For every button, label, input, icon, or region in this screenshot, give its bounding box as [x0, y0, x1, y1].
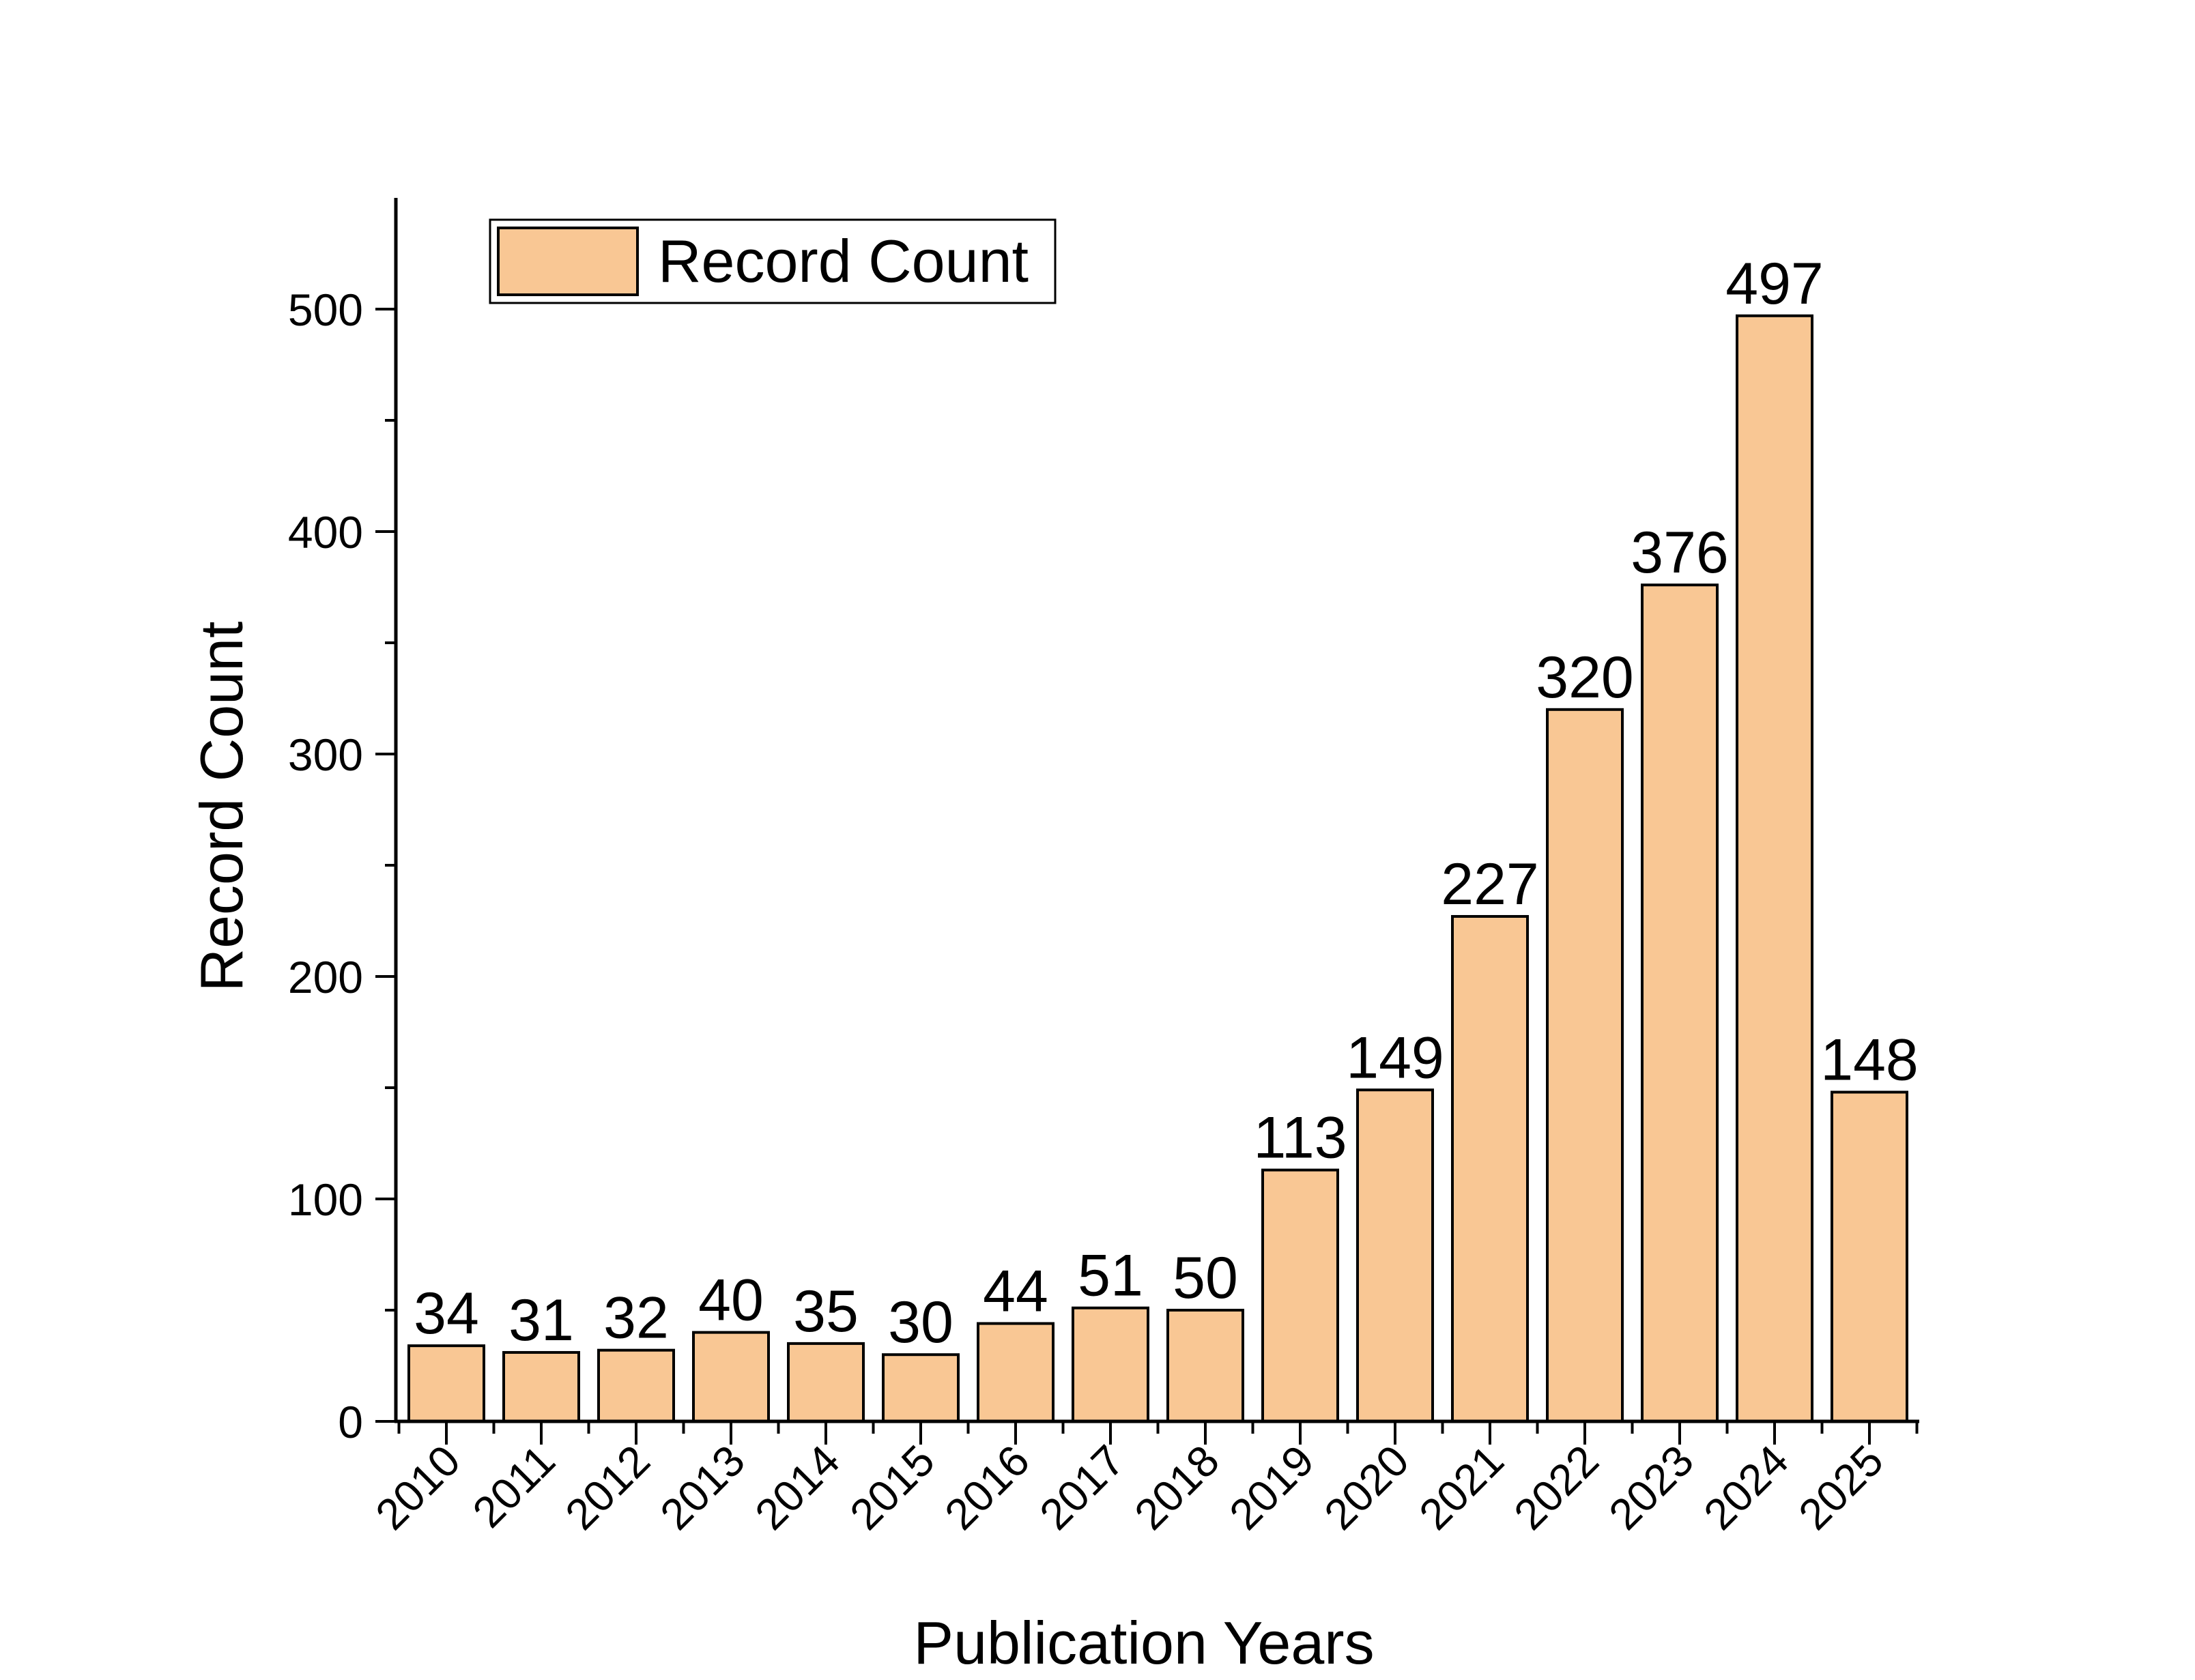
data-label-2023: 376	[1631, 520, 1729, 585]
bar-2016	[977, 1322, 1055, 1423]
x-axis-title: Publication Years	[913, 1609, 1374, 1677]
data-label-2017: 51	[1078, 1243, 1143, 1309]
bar-2024	[1736, 314, 1813, 1423]
data-label-2013: 40	[698, 1268, 764, 1333]
bar-2012	[597, 1348, 675, 1423]
x-tick-labels-group: 2010201120122013201420152016201720182019…	[366, 1436, 1893, 1539]
data-label-2025: 148	[1820, 1028, 1919, 1093]
legend-label: Record Count	[658, 227, 1029, 295]
x-tick-label-2019: 2019	[1220, 1436, 1323, 1539]
bar-2015	[882, 1353, 960, 1423]
legend-swatch	[497, 227, 639, 296]
bar-2022	[1546, 708, 1624, 1423]
y-axis-title: Record Count	[188, 622, 255, 992]
y-tick-label-300: 300	[288, 729, 363, 780]
bar-2023	[1641, 583, 1719, 1423]
bar-2011	[502, 1350, 580, 1423]
data-label-2010: 34	[414, 1281, 479, 1346]
x-tick-label-2013: 2013	[650, 1436, 754, 1539]
data-label-2011: 31	[508, 1288, 574, 1353]
x-tick-label-2011: 2011	[463, 1436, 564, 1537]
bar-2021	[1451, 914, 1529, 1423]
bar-2010	[407, 1344, 485, 1423]
y-tick-label-0: 0	[338, 1397, 363, 1447]
bar-2025	[1831, 1090, 1908, 1423]
x-tick-label-2015: 2015	[840, 1436, 944, 1539]
data-labels-group: 34 31 32 40 35 30 44 51 50 113 149 227 320 376 497 148	[414, 251, 1919, 1355]
x-tick-label-2017: 2017	[1030, 1436, 1134, 1539]
x-tick-label-2025: 2025	[1789, 1436, 1893, 1539]
x-tick-label-2016: 2016	[935, 1436, 1039, 1539]
y-tick-label-100: 100	[288, 1174, 363, 1225]
x-tick-label-2021: 2021	[1409, 1436, 1513, 1539]
data-label-2020: 149	[1346, 1025, 1444, 1090]
y-tick-labels-group: 0 100 200 300 400 500	[288, 285, 363, 1447]
data-label-2022: 320	[1536, 645, 1634, 710]
bar-2019	[1261, 1168, 1339, 1423]
x-tick-label-2020: 2020	[1315, 1436, 1418, 1539]
x-tick-label-2014: 2014	[745, 1436, 849, 1539]
bar-2017	[1072, 1306, 1149, 1423]
x-tick-label-2024: 2024	[1694, 1436, 1798, 1539]
axes-group	[375, 198, 1919, 1445]
data-label-2015: 30	[888, 1290, 953, 1355]
bar-2018	[1166, 1309, 1244, 1423]
y-tick-label-400: 400	[288, 507, 363, 557]
y-tick-label-200: 200	[288, 952, 363, 1002]
bars-group	[407, 314, 1908, 1423]
bar-2020	[1356, 1088, 1434, 1423]
data-label-2018: 50	[1173, 1245, 1238, 1311]
data-label-2024: 497	[1725, 251, 1824, 317]
data-label-2014: 35	[793, 1279, 859, 1344]
x-tick-label-2022: 2022	[1504, 1436, 1608, 1539]
y-tick-label-500: 500	[288, 285, 363, 335]
x-tick-label-2018: 2018	[1125, 1436, 1229, 1539]
data-label-2021: 227	[1441, 852, 1539, 917]
x-tick-label-2010: 2010	[366, 1436, 470, 1539]
data-label-2012: 32	[603, 1286, 669, 1351]
data-label-2016: 44	[983, 1259, 1048, 1324]
x-tick-label-2012: 2012	[556, 1436, 659, 1539]
data-label-2019: 113	[1253, 1105, 1347, 1171]
bar-2013	[692, 1331, 770, 1423]
x-tick-label-2023: 2023	[1599, 1436, 1703, 1539]
legend: Record Count	[489, 218, 1057, 304]
bar-2014	[787, 1342, 865, 1423]
